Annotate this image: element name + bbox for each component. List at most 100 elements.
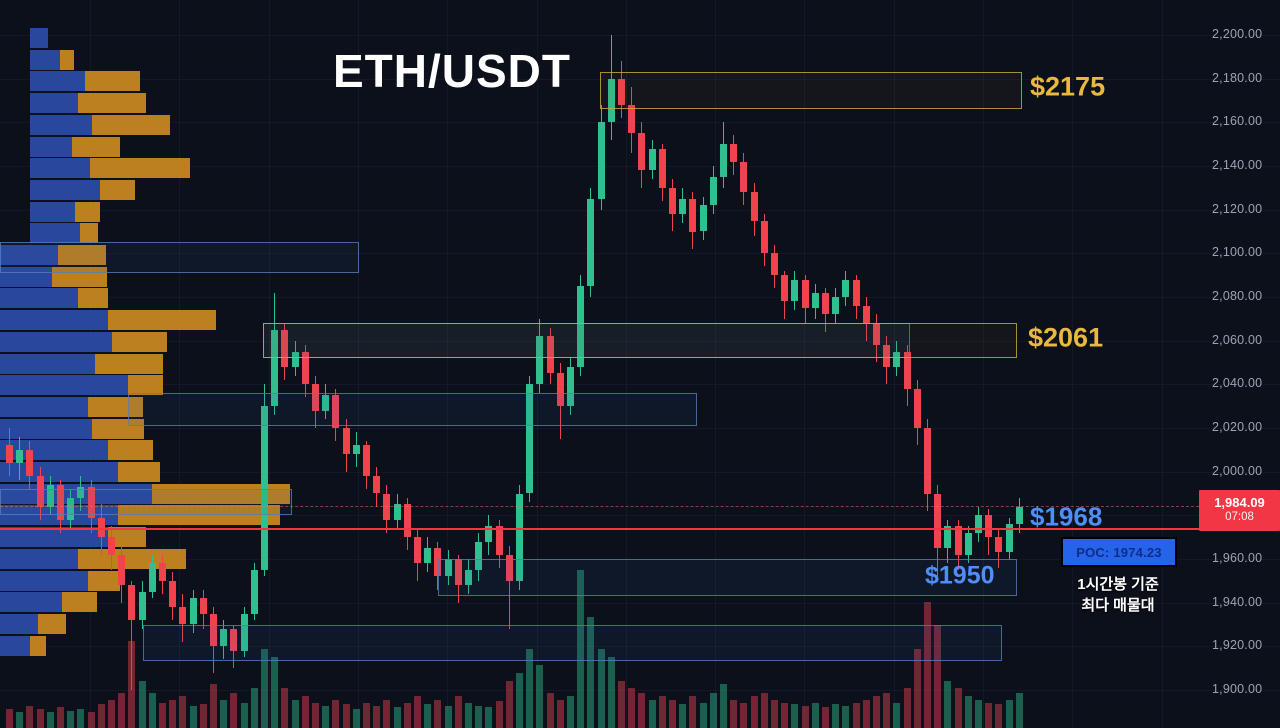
volume-profile-bar-sell xyxy=(78,93,146,114)
volume-profile-bar-sell xyxy=(108,527,146,548)
volume-profile-bar-buy xyxy=(0,375,128,396)
volume-bar xyxy=(87,712,95,728)
price-axis-label[interactable]: 2,180.00 xyxy=(1212,70,1263,85)
price-level-label: $2175 xyxy=(1030,71,1106,102)
volume-profile-bar-sell xyxy=(60,49,74,70)
volume-bar xyxy=(67,711,75,728)
volume-bar xyxy=(475,706,483,728)
price-axis-label[interactable]: 2,200.00 xyxy=(1212,27,1263,41)
grid-hline xyxy=(0,297,1280,298)
candle-body xyxy=(883,345,891,367)
grid-hline xyxy=(0,515,1280,517)
candle-body xyxy=(118,554,126,586)
grid-hline xyxy=(0,35,1280,36)
price-axis-label[interactable]: 2,080.00 xyxy=(1212,289,1263,303)
volume-bar xyxy=(648,700,656,728)
price-axis-label[interactable]: 2,060.00 xyxy=(1212,332,1263,347)
volume-profile-bar-sell xyxy=(92,418,144,439)
candle-body xyxy=(862,305,870,324)
volume-profile-bar-buy xyxy=(0,396,88,417)
candle-body xyxy=(577,286,585,367)
volume-bar xyxy=(138,681,146,728)
supply-demand-zone[interactable] xyxy=(0,489,292,516)
supply-demand-zone[interactable] xyxy=(0,242,359,273)
supply-demand-zone[interactable] xyxy=(600,72,1022,110)
volume-bar xyxy=(924,602,931,728)
grid-hline xyxy=(0,602,1280,604)
volume-bar xyxy=(607,657,615,728)
price-axis-label[interactable]: 2,100.00 xyxy=(1212,245,1263,260)
volume-bar xyxy=(312,703,319,728)
poc-tooltip[interactable]: POC: 1974.23 xyxy=(1061,537,1177,567)
supply-demand-zone[interactable] xyxy=(438,559,1017,596)
volume-profile-bar-sell xyxy=(78,548,186,569)
grid-hline xyxy=(0,471,1280,473)
price-axis-label[interactable]: 2,160.00 xyxy=(1212,114,1263,129)
volume-profile-bar-sell xyxy=(118,462,160,482)
candle-body xyxy=(363,445,370,477)
volume-bar xyxy=(669,700,676,728)
grid-hline xyxy=(0,209,1280,211)
volume-bar xyxy=(189,706,197,728)
candle-body xyxy=(760,220,768,254)
annotation-line1: 1시간봉 기준 xyxy=(1077,576,1159,593)
candle-body xyxy=(709,176,717,206)
price-axis-label[interactable]: 1,920.00 xyxy=(1212,638,1263,653)
volume-bar xyxy=(516,673,523,728)
volume-bar xyxy=(26,706,34,728)
candle-body xyxy=(36,476,44,507)
volume-profile-bar-buy xyxy=(0,462,118,482)
poc-trendline[interactable] xyxy=(0,527,1199,530)
volume-bar xyxy=(577,570,585,728)
volume-bar xyxy=(291,700,299,728)
candle-body xyxy=(87,486,95,518)
candle-body xyxy=(658,148,666,188)
volume-bar xyxy=(709,693,717,728)
volume-bar xyxy=(454,696,462,728)
volume-bar xyxy=(240,703,248,728)
candle-body xyxy=(210,613,217,647)
volume-bar xyxy=(730,700,738,728)
volume-profile-bar-buy xyxy=(0,331,112,352)
supply-demand-zone[interactable] xyxy=(263,323,1017,358)
volume-profile-bar-buy xyxy=(30,49,60,70)
candle-body xyxy=(791,279,799,302)
price-axis-label[interactable]: 1,900.00 xyxy=(1212,682,1263,696)
supply-demand-zone[interactable] xyxy=(143,624,1002,662)
volume-profile-bar-buy xyxy=(30,114,92,135)
volume-profile-bar-sell xyxy=(118,505,280,526)
price-level-label: $1968 xyxy=(1030,501,1103,532)
symbol-title: ETH/USDT xyxy=(333,45,571,97)
candle-body xyxy=(199,598,207,614)
candle-body xyxy=(434,548,442,577)
volume-bar xyxy=(658,696,666,728)
volume-profile-bar-buy xyxy=(0,635,30,656)
volume-profile-bar-sell xyxy=(62,592,97,613)
grid-hline xyxy=(0,646,1280,648)
volume-bar xyxy=(536,665,544,728)
price-axis-label[interactable]: 2,020.00 xyxy=(1212,420,1263,434)
volume-bar xyxy=(995,704,1003,728)
supply-demand-zone[interactable] xyxy=(128,393,697,426)
price-axis-label[interactable]: 1,960.00 xyxy=(1212,551,1263,565)
price-axis-label[interactable]: 2,040.00 xyxy=(1212,376,1263,391)
price-axis-label[interactable]: 2,000.00 xyxy=(1212,463,1263,478)
candle-body xyxy=(495,526,503,555)
candle-body xyxy=(628,104,636,134)
candle-wick xyxy=(508,545,510,629)
volume-profile-bar-sell xyxy=(92,114,170,135)
volume-profile-bar-sell xyxy=(90,158,190,179)
volume-bar xyxy=(148,693,156,728)
grid-hline xyxy=(0,122,1280,124)
volume-bar xyxy=(740,703,748,728)
price-axis-label[interactable]: 2,120.00 xyxy=(1212,201,1263,216)
price-axis-label[interactable]: 1,940.00 xyxy=(1212,594,1263,609)
candle-body xyxy=(77,486,85,498)
volume-bar xyxy=(944,681,952,728)
volume-profile-bar-buy xyxy=(0,245,58,265)
price-axis-label[interactable]: 2,140.00 xyxy=(1212,158,1263,172)
candle-body xyxy=(546,336,554,374)
candle-body xyxy=(689,198,697,232)
candle-body xyxy=(475,541,483,570)
